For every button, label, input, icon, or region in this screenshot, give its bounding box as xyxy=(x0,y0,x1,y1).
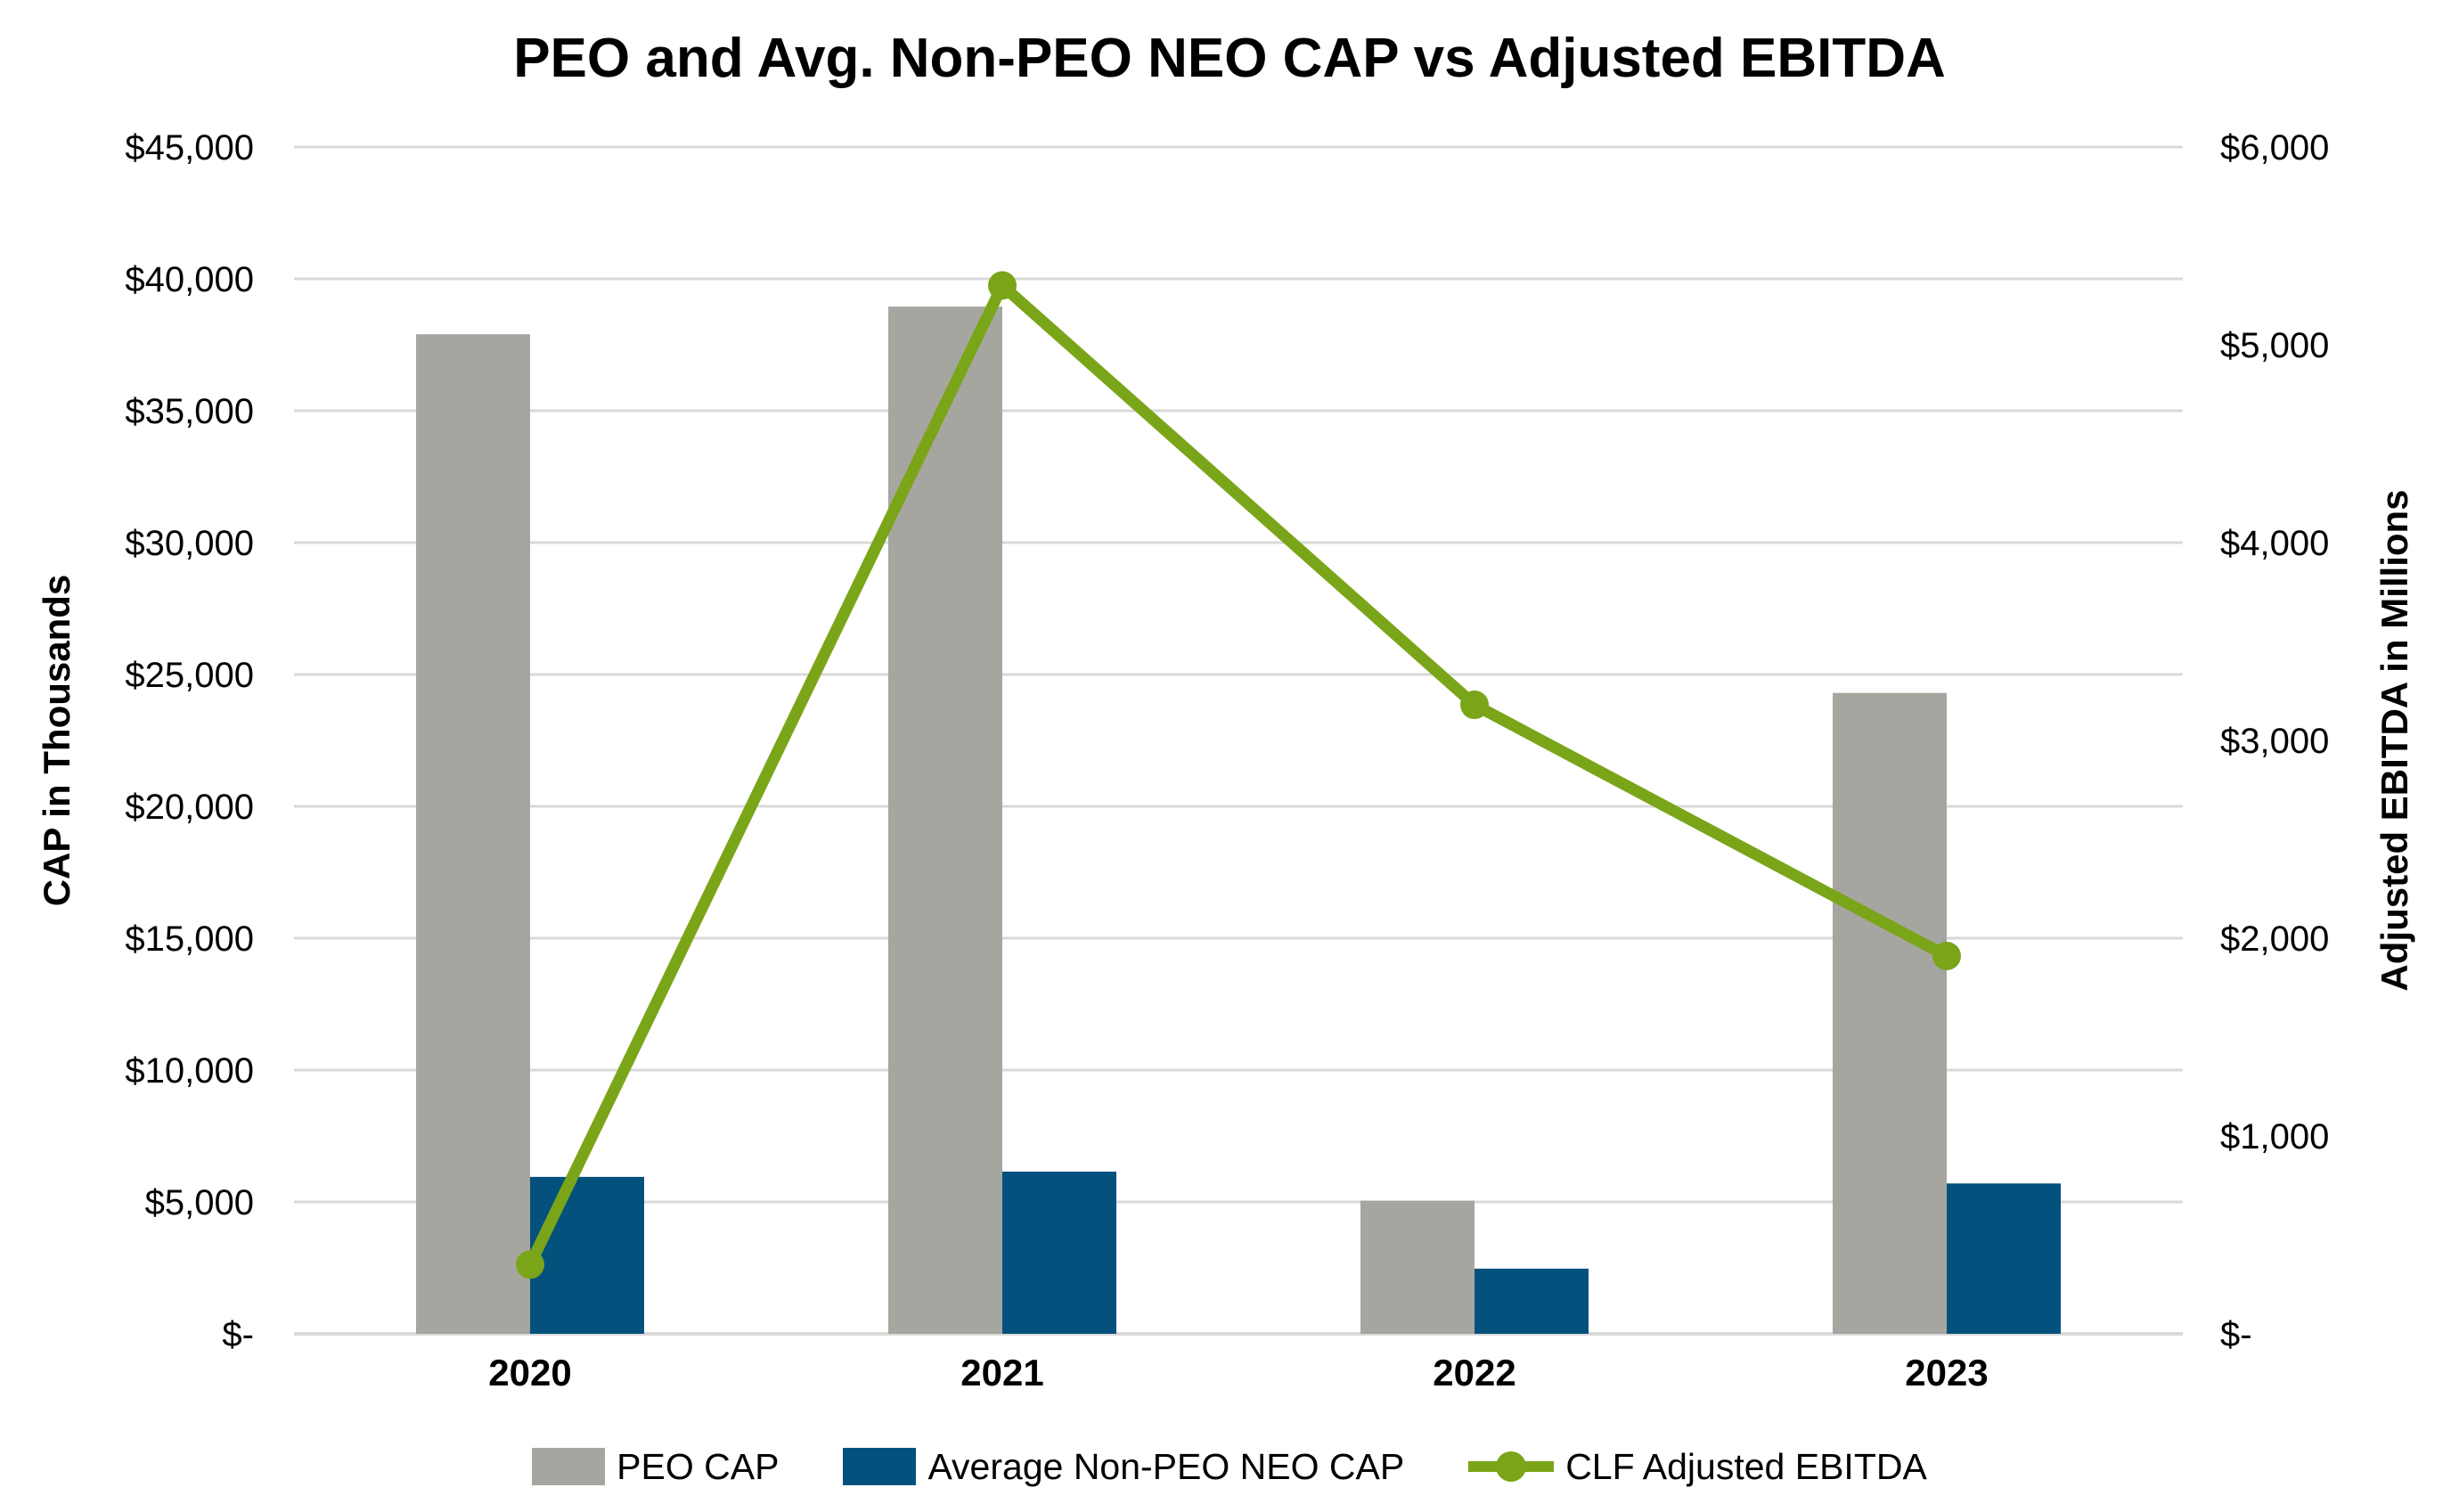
legend-item-avg-non-peo-neo-cap: Average Non-PEO NEO CAP xyxy=(843,1446,1404,1488)
left-axis-tick-label: $25,000 xyxy=(125,656,254,695)
right-axis-tick-label: $2,000 xyxy=(2220,919,2329,959)
left-axis-tick-label: $40,000 xyxy=(125,260,254,299)
clf-adjusted-ebitda-line xyxy=(524,279,1953,1271)
bar-avg-non-peo-neo-cap-2021 xyxy=(1002,1171,1116,1334)
clf-adjusted-ebitda-line-swatch-icon xyxy=(1468,1451,1555,1482)
x-axis-label-2020: 2020 xyxy=(488,1352,571,1393)
chart-legend: PEO CAP Average Non-PEO NEO CAP CLF Adju… xyxy=(0,1440,2459,1493)
left-axis-tick-label: $20,000 xyxy=(125,788,254,827)
bar-peo-cap-2023 xyxy=(1833,692,1947,1334)
chart-title: PEO and Avg. Non-PEO NEO CAP vs Adjusted… xyxy=(513,28,1946,89)
legend-item-clf-adjusted-ebitda: CLF Adjusted EBITDA xyxy=(1468,1446,1927,1488)
bar-avg-non-peo-neo-cap-2022 xyxy=(1475,1268,1589,1334)
right-axis-tick-label: $- xyxy=(2220,1315,2252,1354)
bar-peo-cap-2021 xyxy=(888,306,1002,1335)
right-axis-tick-label: $6,000 xyxy=(2220,128,2329,168)
right-axis-tick-label: $4,000 xyxy=(2220,524,2329,563)
legend-label-peo-cap: PEO CAP xyxy=(617,1445,780,1487)
bar-avg-non-peo-neo-cap-2020 xyxy=(530,1176,644,1334)
legend-label-avg-non-peo-neo-cap: Average Non-PEO NEO CAP xyxy=(927,1445,1405,1487)
right-axis-tick-label: $1,000 xyxy=(2220,1117,2329,1156)
bar-peo-cap-2020 xyxy=(416,334,530,1334)
left-axis-title: CAP in Thousands xyxy=(36,575,78,907)
clf-adjusted-ebitda-marker-2023 xyxy=(1932,941,1961,970)
right-axis-tick-label: $5,000 xyxy=(2220,326,2329,365)
left-axis-tick-label: $35,000 xyxy=(125,392,254,431)
clf-adjusted-ebitda-marker-2020 xyxy=(516,1250,544,1279)
left-axis-tick-label: $30,000 xyxy=(125,524,254,563)
peo-cap-swatch-icon xyxy=(532,1448,606,1485)
left-axis-tick-label: $15,000 xyxy=(125,919,254,959)
left-axis-tick-label: $45,000 xyxy=(125,128,254,168)
x-axis-label-2021: 2021 xyxy=(960,1352,1043,1393)
x-axis-label-2022: 2022 xyxy=(1433,1352,1515,1393)
left-axis-tick-label: $- xyxy=(222,1315,254,1354)
left-axis-tick-label: $5,000 xyxy=(145,1183,254,1222)
legend-label-clf-adjusted-ebitda: CLF Adjusted EBITDA xyxy=(1565,1445,1927,1487)
x-axis-label-2023: 2023 xyxy=(1905,1352,1988,1393)
bar-peo-cap-2022 xyxy=(1360,1200,1475,1334)
right-axis-title: Adjusted EBITDA in Millions xyxy=(2373,489,2415,991)
bar-avg-non-peo-neo-cap-2023 xyxy=(1947,1183,2061,1334)
legend-item-peo-cap: PEO CAP xyxy=(532,1446,779,1488)
right-axis-tick-label: $3,000 xyxy=(2220,722,2329,761)
left-axis-tick-label: $10,000 xyxy=(125,1051,254,1091)
clf-adjusted-ebitda-marker-2022 xyxy=(1460,691,1489,720)
avg-non-peo-neo-cap-swatch-icon xyxy=(843,1448,917,1485)
clf-adjusted-ebitda-marker-2021 xyxy=(988,271,1017,300)
